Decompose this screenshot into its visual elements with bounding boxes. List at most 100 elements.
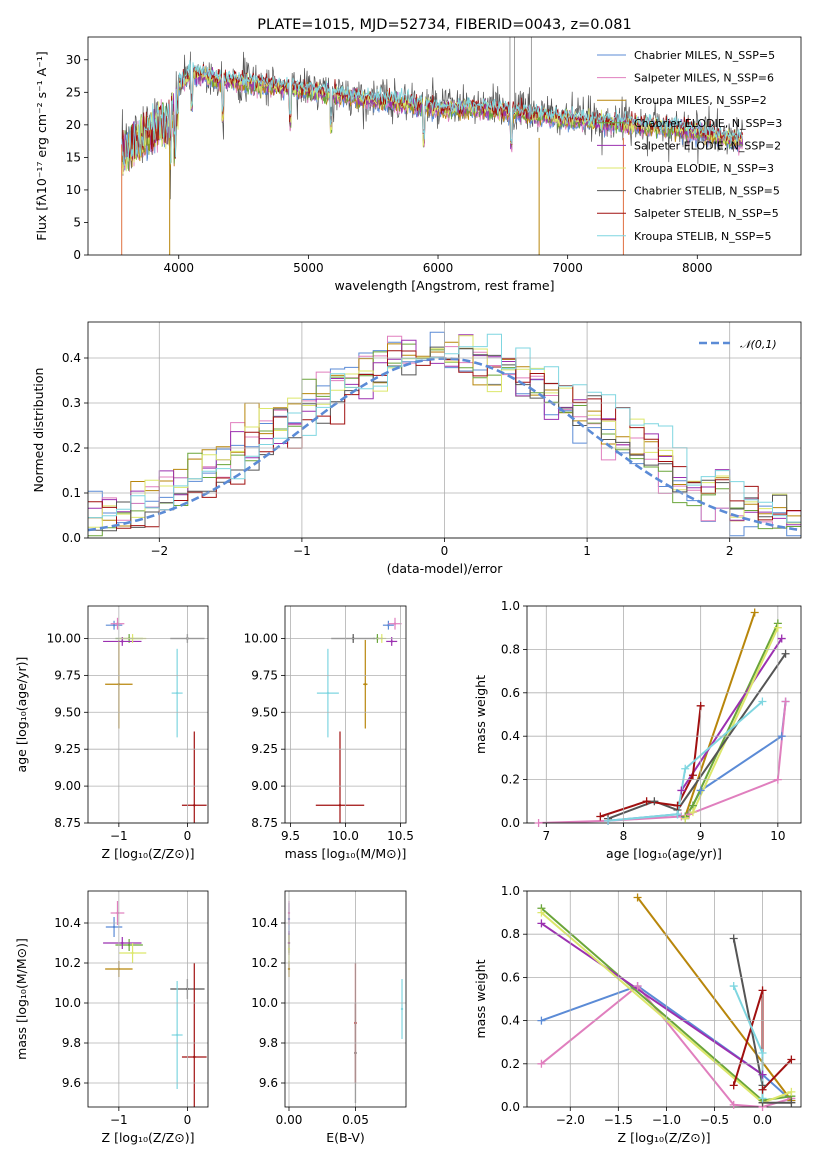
y-tick-label-0: 0.0 <box>501 1100 520 1114</box>
y-tick-label-3: 9.50 <box>54 705 81 719</box>
y-tick-label-5: 1.0 <box>501 884 520 898</box>
y-tick-label-0: 9.6 <box>259 1076 278 1090</box>
x-tick-label-0: 7 <box>542 829 550 843</box>
y-tick-label-4: 0.8 <box>501 642 520 656</box>
y-tick-label-1: 9.8 <box>62 1036 81 1050</box>
series-marker-6-1 <box>650 797 659 806</box>
y-tick-label-4: 10.4 <box>54 916 81 930</box>
axes-frame <box>87 321 802 539</box>
series-marker-8-1 <box>673 810 682 819</box>
x-tick-label-1: 0 <box>184 829 192 843</box>
y-tick-label-0: 0 <box>73 248 81 262</box>
series-marker-7-3 <box>787 1055 796 1064</box>
y-tick-label-3: 0.6 <box>501 970 520 984</box>
legend-entry-8: Kroupa STELIB, N_SSP=5 <box>634 230 772 243</box>
series-marker-4-1 <box>777 634 786 643</box>
data-point-4 <box>121 941 124 945</box>
panel-mass-vs-Z: −1 0 9.6 9.8 10.0 10.2 10.4 Z [log₁₀(Z/Z⊙)] mass… <box>14 890 209 1145</box>
y-tick-label-4: 9.75 <box>54 668 81 682</box>
x-tick-label-0: −1 <box>110 829 128 843</box>
series-marker-5-2 <box>787 1087 796 1096</box>
data-point-8 <box>326 691 330 695</box>
axes-frame <box>87 890 209 1108</box>
y-tick-label-5: 10.00 <box>47 631 81 645</box>
series-marker-1-0 <box>537 1059 546 1068</box>
y-tick-label-3: 0.3 <box>62 396 81 410</box>
legend-entry-0: Chabrier MILES, N_SSP=5 <box>634 49 775 62</box>
legend-entry-normal: 𝒩(0,1) <box>740 338 777 351</box>
axes-frame <box>526 605 802 824</box>
y-tick-label-4: 0.8 <box>501 927 520 941</box>
y-tick-label-2: 0.4 <box>501 1014 520 1028</box>
x-axis-label: (data-model)/error <box>387 561 504 576</box>
x-axis-label: wavelength [Angstrom, rest frame] <box>334 278 554 293</box>
plot-area <box>287 901 404 1103</box>
series-marker-7-1 <box>642 797 651 806</box>
series-line-4 <box>680 637 783 792</box>
data-point-7 <box>193 804 196 807</box>
x-tick-label-0: −1 <box>110 1113 128 1127</box>
y-tick-label-5: 1.0 <box>501 599 520 613</box>
y-axis-label: mass [log₁₀(M/M⊙)] <box>14 938 29 1060</box>
series-marker-2-0 <box>633 893 642 902</box>
y-axis-label: mass weight <box>473 959 488 1038</box>
x-tick-label-0: 9.5 <box>281 829 300 843</box>
data-point-3 <box>127 943 131 947</box>
y-tick-label-3: 15 <box>66 150 81 164</box>
y-tick-label-1: 0.2 <box>501 1057 520 1071</box>
panel-age-vs-mass: 9.5 10.0 10.5 8.75 9.00 9.25 9.50 9.75 10.00 mass… <box>244 605 414 861</box>
data-point-8 <box>175 691 179 695</box>
y-axis-label: age [log₁₀(age/yr)] <box>14 657 29 773</box>
plot-area <box>121 37 744 255</box>
x-tick-label-1: −1 <box>293 544 311 558</box>
series-marker-0-3 <box>696 786 705 795</box>
y-tick-label-5: 25 <box>66 85 81 99</box>
panel-residuals: −2 −1 0 1 2 0.0 0.1 0.2 0.3 0.4 (data-model)/error… <box>31 321 802 576</box>
y-tick-label-0: 8.75 <box>251 816 278 830</box>
spectrum-line-8 <box>121 60 743 166</box>
axes-frame <box>284 605 407 824</box>
x-tick-label-2: 6000 <box>423 261 454 275</box>
series-marker-1-5 <box>781 697 790 706</box>
data-point-4 <box>121 640 124 643</box>
y-tick-label-1: 0.1 <box>62 486 81 500</box>
x-tick-label-2: 9 <box>697 829 705 843</box>
series-marker-8-0 <box>604 816 613 825</box>
data-point-0 <box>387 623 390 627</box>
y-tick-label-1: 9.00 <box>251 779 278 793</box>
series-marker-6-3 <box>787 1098 796 1107</box>
series-marker-1-1 <box>633 982 642 991</box>
x-axis-label: Z [log₁₀(Z/Z⊙)] <box>102 1130 195 1145</box>
x-tick-label-2: −1.0 <box>652 1113 681 1127</box>
y-axis-label: Normed distribution <box>31 368 46 493</box>
y-tick-label-2: 10.0 <box>251 996 278 1010</box>
legend-entry-5: Kroupa ELODIE, N_SSP=3 <box>634 162 774 175</box>
legend-entry-7: Salpeter STELIB, N_SSP=5 <box>634 207 779 220</box>
x-tick-label-3: 7000 <box>552 261 583 275</box>
series-line-6 <box>607 653 787 820</box>
series-marker-4-0 <box>537 919 546 928</box>
data-point-1 <box>393 622 397 625</box>
y-axis-label: mass weight <box>473 675 488 754</box>
x-axis-label: E(B-V) <box>326 1130 365 1145</box>
y-tick-label-2: 9.25 <box>251 742 278 756</box>
x-tick-label-0: 0.00 <box>276 1113 303 1127</box>
chart-title: PLATE=1015, MJD=52734, FIBERID=0043, z=0… <box>257 17 631 33</box>
series-marker-4-1 <box>758 1070 767 1079</box>
series-marker-8-2 <box>758 1094 767 1103</box>
data-point-7 <box>193 1055 196 1059</box>
series-marker-0-4 <box>777 732 786 741</box>
y-tick-label-3: 10.2 <box>54 956 81 970</box>
panel-spectrum: 4000 5000 6000 7000 8000 0 5 10 15 20 25 30 waveleng… <box>34 17 802 293</box>
axes-frame <box>284 890 407 1108</box>
series-marker-6-0 <box>729 934 738 943</box>
x-axis-label: mass [log₁₀(M/M⊙)] <box>285 846 407 861</box>
series-marker-5-0 <box>681 814 690 823</box>
x-axis-label: Z [log₁₀(Z/Z⊙)] <box>102 846 195 861</box>
y-tick-label-0: 0.0 <box>501 816 520 830</box>
series-marker-2-1 <box>750 608 759 617</box>
data-point-4 <box>390 640 393 643</box>
y-tick-label-4: 20 <box>66 118 81 132</box>
plot-area <box>538 612 787 823</box>
x-tick-label-1: 5000 <box>293 261 324 275</box>
